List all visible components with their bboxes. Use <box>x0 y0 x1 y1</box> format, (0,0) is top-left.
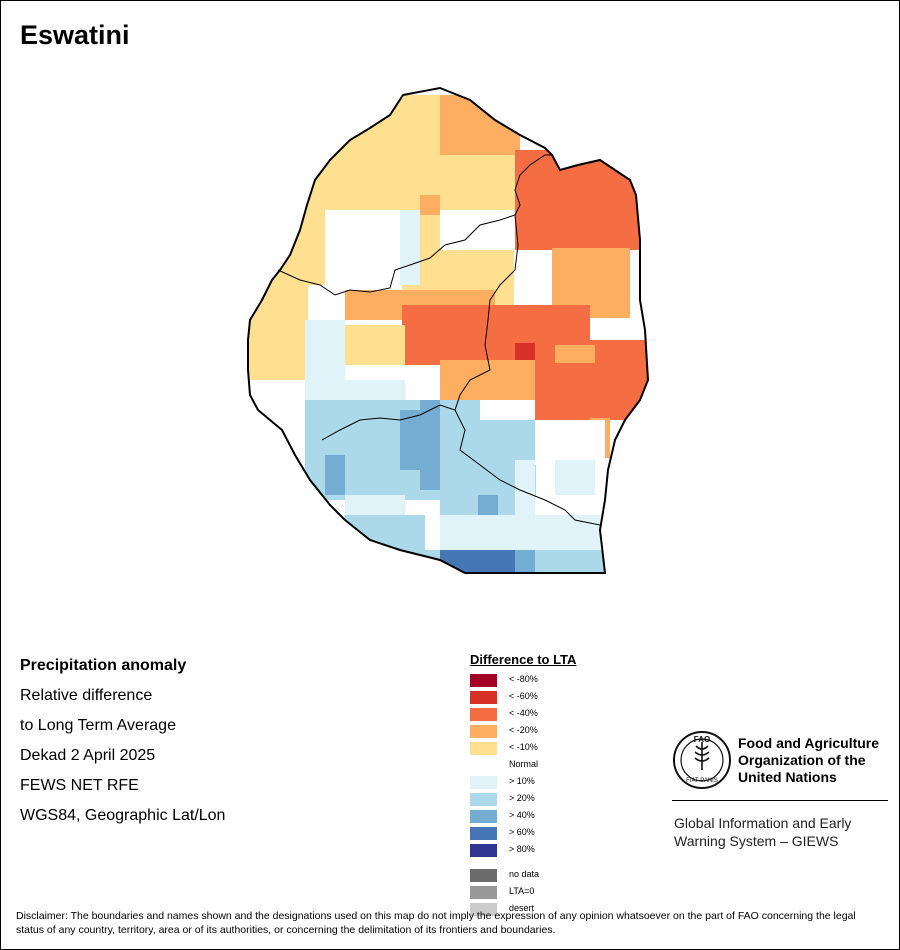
disclaimer: Disclaimer: The boundaries and names sho… <box>16 910 856 936</box>
info-period: Dekad 2 April 2025 <box>20 747 156 764</box>
anomaly-cell <box>535 495 595 515</box>
legend-item: no data <box>470 867 576 884</box>
legend-swatch <box>470 827 497 840</box>
legend-item: < -20% <box>470 723 576 740</box>
legend-label: < -20% <box>509 725 538 735</box>
giews-name: Global Information and Early Warning Sys… <box>674 814 851 850</box>
fao-divider <box>672 800 888 801</box>
legend-swatch <box>470 674 497 687</box>
legend-label: > 60% <box>509 827 535 837</box>
anomaly-cell <box>248 285 308 380</box>
giews-line: Global Information and Early <box>674 815 852 831</box>
legend-item: Normal <box>470 757 576 774</box>
anomaly-cell <box>440 155 515 215</box>
anomaly-cell <box>440 210 515 250</box>
anomaly-cell <box>420 195 440 215</box>
legend-item: < -80% <box>470 672 576 689</box>
anomaly-cell <box>535 420 605 465</box>
legend-item: LTA=0 <box>470 884 576 901</box>
fao-name-line: Food and Agriculture <box>738 735 880 751</box>
legend-swatch <box>470 742 497 755</box>
anomaly-cell <box>345 495 405 515</box>
legend-swatch <box>470 691 497 704</box>
legend-label: Normal <box>509 759 539 769</box>
svg-text:FAO: FAO <box>694 735 710 744</box>
anomaly-cell <box>420 550 440 573</box>
legend: Difference to LTA < -80% < -60% < -40% < -2… <box>470 652 576 918</box>
anomaly-cell <box>402 305 482 365</box>
anomaly-cell <box>345 515 425 555</box>
legend-swatch <box>470 903 497 916</box>
anomaly-cell <box>440 95 520 155</box>
svg-text:FIAT PANIS: FIAT PANIS <box>686 778 718 784</box>
legend-label: < -10% <box>509 742 538 752</box>
fao-block: FIAT PANIS FAO Food and Agriculture Orga… <box>670 730 890 850</box>
info-product: Precipitation anomaly <box>20 657 187 674</box>
legend-swatch <box>470 869 497 882</box>
legend-item: desert <box>470 901 576 918</box>
info-line-2: to Long Term Average <box>20 717 176 734</box>
legend-label: > 20% <box>509 793 535 803</box>
anomaly-cell <box>555 460 595 495</box>
anomaly-map <box>247 86 650 574</box>
info-line-1: Relative difference <box>20 687 153 704</box>
map-info: Precipitation anomaly Relative differenc… <box>20 655 225 835</box>
legend-label: no data <box>509 869 540 879</box>
anomaly-cell <box>480 400 535 420</box>
anomaly-cell <box>400 410 420 470</box>
anomaly-cell <box>440 550 520 573</box>
legend-item: > 40% <box>470 808 576 825</box>
legend-label: LTA=0 <box>509 886 535 896</box>
anomaly-cell <box>535 550 605 573</box>
legend-swatch <box>470 759 497 772</box>
anomaly-cell <box>325 455 345 495</box>
legend-label: > 80% <box>509 844 535 854</box>
map-title: Eswatini <box>20 20 130 50</box>
country-border <box>247 86 650 574</box>
fao-name: Food and Agriculture Organization of the… <box>738 735 879 786</box>
legend-swatch <box>470 725 497 738</box>
anomaly-cell <box>515 460 535 515</box>
legend-swatch <box>470 793 497 806</box>
legend-swatch <box>470 886 497 899</box>
anomaly-cell <box>345 325 405 365</box>
legend-item: < -40% <box>470 706 576 723</box>
legend-item: > 20% <box>470 791 576 808</box>
anomaly-cell <box>420 400 440 490</box>
anomaly-cell <box>515 343 535 361</box>
legend-label: < -80% <box>509 674 538 684</box>
fao-logo-icon: FIAT PANIS FAO <box>673 731 731 789</box>
legend-label: desert <box>509 903 535 913</box>
anomaly-cell <box>515 550 535 573</box>
fao-name-line: United Nations <box>738 769 837 785</box>
legend-item: < -10% <box>470 740 576 757</box>
anomaly-cell <box>440 360 535 400</box>
fao-name-line: Organization of the <box>738 752 866 768</box>
legend-item: > 60% <box>470 825 576 842</box>
region-boundaries <box>277 154 601 526</box>
legend-item: > 80% <box>470 842 576 859</box>
legend-swatch <box>470 776 497 789</box>
legend-swatch <box>470 708 497 721</box>
info-projection: WGS84, Geographic Lat/Lon <box>20 807 226 824</box>
info-source: FEWS NET RFE <box>20 777 139 794</box>
legend-label: > 40% <box>509 810 535 820</box>
legend-label: < -60% <box>509 691 538 701</box>
legend-title: Difference to LTA <box>470 652 577 667</box>
legend-label: > 10% <box>509 776 535 786</box>
legend-item: > 10% <box>470 774 576 791</box>
anomaly-cell <box>305 320 345 400</box>
legend-item: < -60% <box>470 689 576 706</box>
legend-rows: < -80% < -60% < -40% < -20% < -10% Normal > 10… <box>470 672 576 918</box>
legend-swatch <box>470 844 497 857</box>
legend-swatch <box>470 810 497 823</box>
giews-line: Warning System – GIEWS <box>674 833 839 849</box>
anomaly-cell <box>555 345 595 363</box>
anomaly-cell <box>478 495 498 515</box>
legend-label: < -40% <box>509 708 538 718</box>
anomaly-cell <box>400 210 420 285</box>
anomaly-cell <box>440 515 600 555</box>
